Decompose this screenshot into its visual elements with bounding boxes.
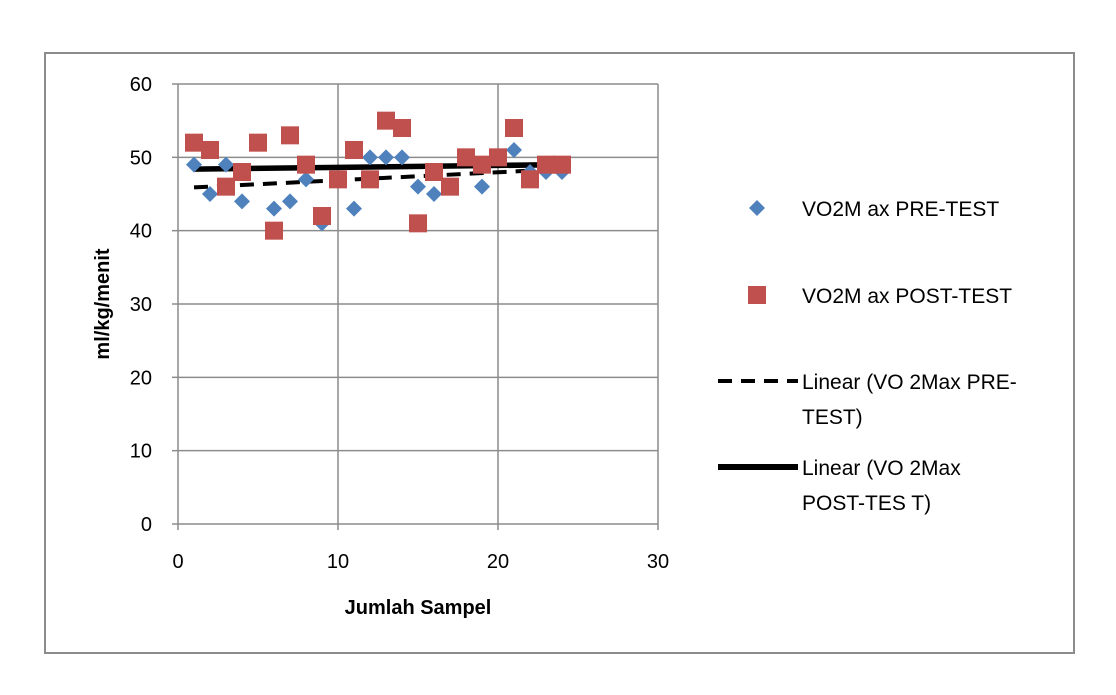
pre-test-point	[186, 156, 202, 173]
legend-label: POST-TES T)	[802, 492, 931, 515]
post-test-point	[297, 155, 315, 174]
post-test-point	[185, 133, 203, 152]
x-tick-label: 20	[487, 551, 509, 573]
pre-test-point	[298, 171, 314, 188]
pre-test-point	[234, 193, 250, 210]
pre-test-point	[506, 142, 522, 158]
post-test-point	[281, 126, 299, 145]
legend-item: VO2M ax PRE-TEST	[749, 198, 999, 221]
post-test-point	[377, 111, 395, 130]
post-test-point	[505, 119, 523, 137]
post-test-point	[201, 141, 219, 159]
post-test-point	[537, 155, 555, 174]
post-test-point	[521, 170, 539, 189]
gridlines	[178, 83, 659, 524]
post-test-point	[233, 163, 251, 181]
x-axis-title: Jumlah Sampel	[345, 597, 492, 619]
y-tick-label: 0	[141, 514, 152, 536]
post-test-point	[249, 133, 267, 152]
pre-test-point	[266, 200, 282, 217]
post-test-point	[409, 214, 427, 233]
pre-test-point	[346, 200, 362, 217]
post-test-point	[329, 170, 347, 189]
post-test-point	[313, 207, 331, 225]
legend-label: VO2M ax PRE-TEST	[802, 198, 999, 221]
y-tick-label: 30	[130, 294, 152, 316]
legend-item: VO2M ax POST-TEST	[748, 285, 1012, 308]
data-points	[185, 111, 571, 240]
post-test-point	[361, 170, 379, 189]
y-axis-title: ml/kg/menit	[92, 248, 114, 359]
axes: 0 10 20 30 40 50 60 0 10 20 30	[130, 74, 669, 573]
post-test-point	[473, 155, 491, 174]
pre-test-point	[282, 193, 298, 210]
pre-test-point	[362, 149, 378, 166]
post-test-point	[553, 155, 571, 174]
post-test-point	[265, 221, 283, 240]
pre-test-point	[410, 178, 426, 195]
post-test-point	[217, 177, 235, 196]
pre-test-point	[378, 149, 394, 166]
post-test-point	[393, 119, 411, 137]
pre-test-point	[202, 186, 218, 202]
post-test-point	[345, 141, 363, 159]
post-test-point	[457, 148, 475, 167]
legend-square-icon	[748, 286, 766, 304]
legend-label: Linear (VO 2Max PRE-	[802, 371, 1017, 394]
legend-label: VO2M ax POST-TEST	[802, 285, 1012, 308]
y-tick-label: 40	[130, 221, 152, 243]
x-tick-label: 0	[172, 551, 183, 573]
legend-item: Linear (VO 2Max POST-TES T)	[718, 457, 961, 515]
y-tick-label: 10	[130, 441, 152, 463]
pre-test-point	[474, 178, 490, 195]
post-test-point	[441, 177, 459, 196]
y-tick-label: 60	[130, 74, 152, 96]
legend-item: Linear (VO 2Max PRE- TEST)	[718, 371, 1017, 429]
legend-label: Linear (VO 2Max	[802, 457, 961, 480]
x-tick-label: 30	[647, 551, 669, 573]
legend-label: TEST)	[802, 406, 863, 429]
post-test-point	[489, 148, 507, 167]
y-tick-label: 20	[130, 367, 152, 389]
pre-test-point	[394, 149, 410, 166]
legend: VO2M ax PRE-TEST VO2M ax POST-TEST Linear …	[718, 198, 1017, 515]
pre-test-point	[426, 186, 442, 202]
pre-test-point	[218, 156, 234, 173]
legend-diamond-icon	[749, 200, 765, 216]
y-tick-label: 50	[130, 147, 152, 169]
x-tick-label: 10	[327, 551, 349, 573]
post-test-point	[425, 163, 443, 181]
